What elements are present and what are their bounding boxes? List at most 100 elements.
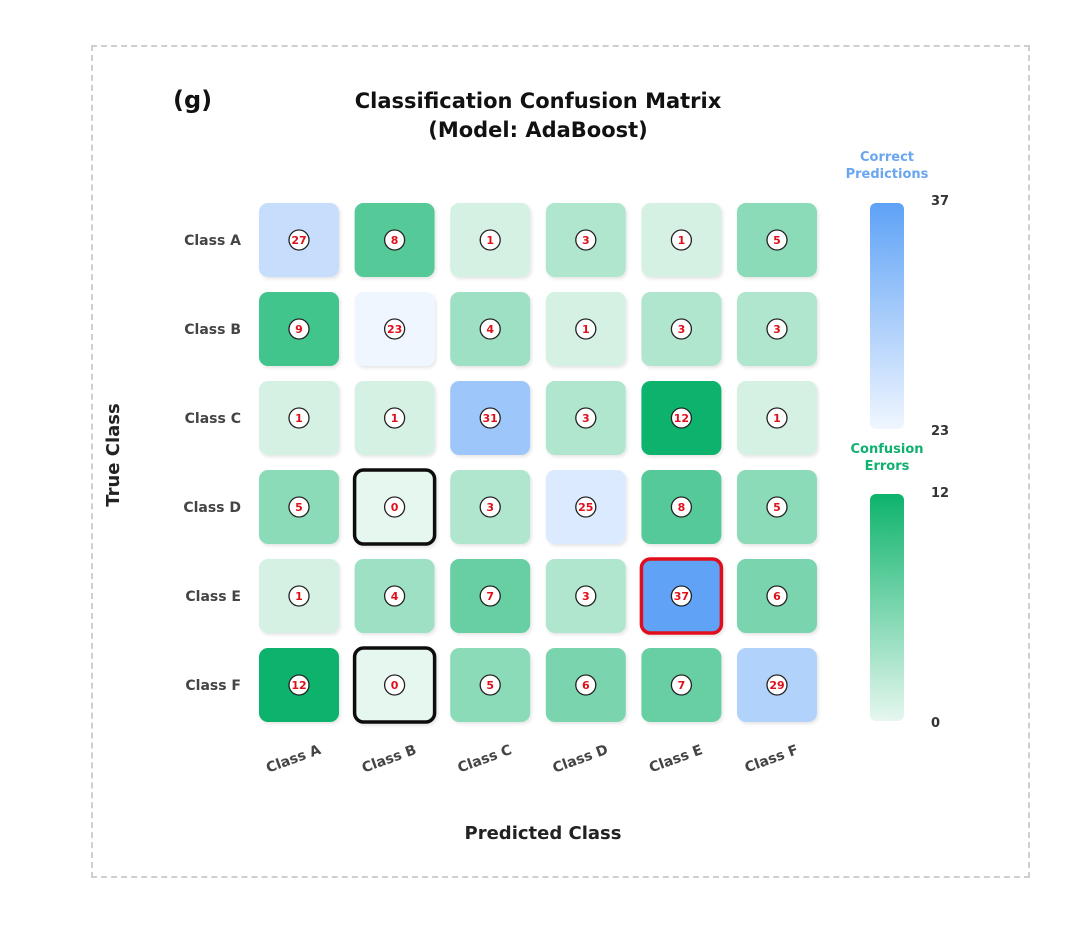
cell-value-5-0: 12 xyxy=(291,679,306,692)
cell-value-badge-3-0 xyxy=(288,496,310,518)
row-label-1: Class B xyxy=(184,322,241,338)
colorbar-errors-min-label: 0 xyxy=(931,716,940,731)
cell-value-5-5: 29 xyxy=(769,679,784,692)
col-label-1: Class B xyxy=(360,742,419,776)
cell-value-5-3: 6 xyxy=(582,679,590,692)
panel-label: (g) xyxy=(173,86,212,114)
col-label-3: Class D xyxy=(551,742,611,777)
cell-value-2-3: 3 xyxy=(582,412,590,425)
cell-value-0-2: 1 xyxy=(486,234,494,247)
cell-value-0-0: 27 xyxy=(291,234,306,247)
heatmap-cells: 27 8 1 3 1 59 23 4 1 3 31 1 31 3 12 15 0 3 25 8 51 4 7 3 37 612 0 5… xyxy=(259,203,817,724)
cell-value-badge-4-5 xyxy=(766,585,788,607)
cell-value-2-4: 12 xyxy=(674,412,689,425)
cell-value-badge-5-4 xyxy=(670,674,693,696)
cell-value-0-3: 3 xyxy=(582,234,590,247)
cell-value-badge-0-1 xyxy=(383,229,406,251)
cell-value-3-3: 25 xyxy=(578,501,593,514)
col-label-4: Class E xyxy=(647,742,705,776)
cell-value-4-0: 1 xyxy=(295,590,303,603)
row-label-3: Class D xyxy=(183,500,241,516)
cell-value-badge-0-3 xyxy=(575,229,597,251)
cell-value-badge-2-4 xyxy=(670,407,693,429)
cell-value-2-1: 1 xyxy=(391,412,399,425)
cell-value-badge-0-2 xyxy=(479,229,501,251)
cell-value-0-5: 5 xyxy=(773,234,781,247)
col-label-2: Class C xyxy=(456,742,514,776)
cell-value-badge-3-1 xyxy=(383,496,406,518)
cell-value-badge-4-3 xyxy=(575,585,597,607)
row-label-4: Class E xyxy=(185,589,241,605)
cell-value-0-4: 1 xyxy=(678,234,686,247)
cell-value-badge-4-2 xyxy=(479,585,501,607)
cell-value-badge-1-0 xyxy=(288,318,310,340)
row-label-0: Class A xyxy=(184,233,241,249)
colorbar-errors-title-line2: Errors xyxy=(865,459,910,474)
cell-value-badge-2-3 xyxy=(575,407,597,429)
cell-value-3-2: 3 xyxy=(486,501,494,514)
cell-value-2-5: 1 xyxy=(773,412,781,425)
cell-value-3-5: 5 xyxy=(773,501,781,514)
cell-value-1-2: 4 xyxy=(486,323,494,336)
colorbar-correct-min-label: 23 xyxy=(931,424,949,439)
cell-value-badge-4-1 xyxy=(383,585,406,607)
cell-value-badge-3-5 xyxy=(766,496,788,518)
row-labels: Class A Class B Class C Class D Class E Class… xyxy=(183,233,241,694)
colorbar-correct-title-line2: Predictions xyxy=(846,167,929,182)
cell-value-2-0: 1 xyxy=(295,412,303,425)
cell-value-badge-5-3 xyxy=(575,674,597,696)
cell-value-badge-4-0 xyxy=(288,585,310,607)
cell-value-badge-2-1 xyxy=(383,407,406,429)
y-axis-title: True Class xyxy=(103,403,124,506)
cell-value-badge-3-2 xyxy=(479,496,501,518)
cell-value-4-1: 4 xyxy=(391,590,399,603)
cell-value-1-5: 3 xyxy=(773,323,781,336)
row-label-5: Class F xyxy=(185,678,241,694)
cell-value-badge-5-5 xyxy=(766,674,788,696)
colorbar-correct xyxy=(870,203,904,429)
cell-value-badge-2-0 xyxy=(288,407,310,429)
colorbar-errors-title-line1: Confusion xyxy=(850,442,923,457)
cell-value-5-2: 5 xyxy=(486,679,494,692)
cell-value-4-4: 37 xyxy=(674,590,689,603)
cell-value-4-3: 3 xyxy=(582,590,590,603)
cell-value-badge-1-1 xyxy=(383,318,406,340)
x-axis-title: Predicted Class xyxy=(465,823,622,844)
cell-value-badge-1-3 xyxy=(575,318,597,340)
cell-value-0-1: 8 xyxy=(391,234,399,247)
cell-value-badge-2-2 xyxy=(479,407,501,429)
cell-value-5-1: 0 xyxy=(391,679,399,692)
col-label-5: Class F xyxy=(743,742,801,776)
cell-value-badge-5-0 xyxy=(288,674,310,696)
col-label-0: Class A xyxy=(264,742,323,777)
cell-value-5-4: 7 xyxy=(678,679,686,692)
colorbar-errors-max-label: 12 xyxy=(931,486,949,501)
cell-value-3-4: 8 xyxy=(678,501,686,514)
row-label-2: Class C xyxy=(185,411,241,427)
cell-value-badge-1-5 xyxy=(766,318,788,340)
cell-value-3-1: 0 xyxy=(391,501,399,514)
colorbar-correct-max-label: 37 xyxy=(931,194,949,209)
cell-value-badge-1-4 xyxy=(670,318,693,340)
cell-value-badge-1-2 xyxy=(479,318,501,340)
chart-frame xyxy=(91,45,1030,878)
cell-value-badge-3-3 xyxy=(575,496,597,518)
cell-value-4-2: 7 xyxy=(486,590,494,603)
cell-value-1-1: 23 xyxy=(387,323,402,336)
cell-value-1-4: 3 xyxy=(678,323,686,336)
cell-value-badge-5-1 xyxy=(383,674,406,696)
cell-value-badge-0-4 xyxy=(670,229,693,251)
cell-value-badge-4-4 xyxy=(670,585,693,607)
chart-subtitle: (Model: AdaBoost) xyxy=(428,118,648,142)
cell-value-badge-2-5 xyxy=(766,407,788,429)
cell-value-badge-0-0 xyxy=(288,229,310,251)
cell-value-badge-3-4 xyxy=(670,496,693,518)
chart-title: Classification Confusion Matrix xyxy=(355,89,722,113)
colorbar-errors xyxy=(870,494,904,721)
cell-value-4-5: 6 xyxy=(773,590,781,603)
cell-value-3-0: 5 xyxy=(295,501,303,514)
colorbar-correct-title-line1: Correct xyxy=(860,150,914,165)
cell-value-1-0: 9 xyxy=(295,323,303,336)
cell-value-2-2: 31 xyxy=(483,412,498,425)
